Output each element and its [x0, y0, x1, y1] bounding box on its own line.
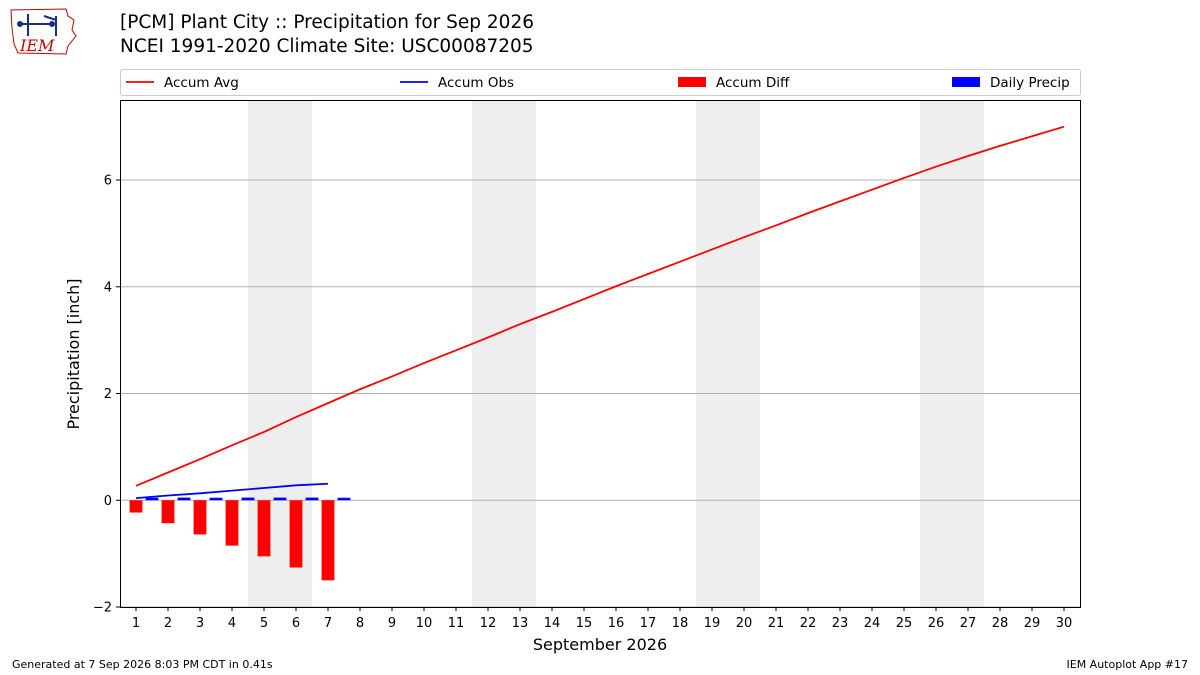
iem-logo: IEM	[10, 8, 77, 55]
x-tick-label: 1	[132, 616, 140, 631]
accum-diff-bar	[289, 500, 303, 568]
x-tick-label: 13	[512, 616, 529, 631]
iowa-state-outline	[10, 8, 77, 55]
x-tick-label: 24	[864, 616, 881, 631]
daily-precip-bar	[305, 497, 319, 501]
legend-box	[120, 69, 1081, 96]
x-tick-label: 28	[992, 616, 1009, 631]
x-tick-label: 29	[1024, 616, 1041, 631]
plot-frame	[120, 100, 1081, 608]
x-axis-label: September 2026	[533, 635, 667, 654]
daily-precip-bar	[177, 497, 191, 501]
accum-diff-bar	[321, 500, 335, 581]
accum-obs-line	[135, 482, 329, 500]
weekend-band	[920, 100, 984, 607]
legend-label-accum-diff: Accum Diff	[716, 75, 790, 91]
lines	[135, 125, 1065, 500]
daily-precip-bar	[145, 497, 159, 501]
weekend-band	[696, 100, 760, 607]
x-tick-label: 15	[576, 616, 593, 631]
y-tick-label: 0	[104, 494, 112, 509]
x-tick-label: 25	[896, 616, 913, 631]
accum-diff-bar	[257, 500, 271, 557]
x-tick-label: 14	[544, 616, 561, 631]
x-tick-label: 26	[928, 616, 945, 631]
x-tick-label: 7	[324, 616, 332, 631]
x-tick-label: 4	[228, 616, 236, 631]
weekend-band	[472, 100, 536, 607]
x-tick-label: 23	[832, 616, 849, 631]
x-tick-label: 6	[292, 616, 300, 631]
daily-precip-bar	[209, 497, 223, 501]
y-tick-label: 2	[104, 387, 112, 402]
chart-subtitle: NCEI 1991-2020 Climate Site: USC00087205	[120, 36, 534, 57]
legend-label-daily-precip: Daily Precip	[990, 75, 1070, 91]
x-tick-label: 10	[416, 616, 433, 631]
accum-diff-bar	[225, 500, 239, 546]
daily-precip-bar	[337, 497, 351, 501]
y-axis-label: Precipitation [inch]	[64, 278, 83, 429]
weekend-shading	[248, 100, 984, 607]
x-tick-label: 17	[640, 616, 657, 631]
x-tick-label: 9	[388, 616, 396, 631]
legend: Accum Avg Accum Obs Accum Diff Daily Precip	[120, 69, 1081, 96]
x-tick-label: 21	[768, 616, 785, 631]
x-tick-label: 16	[608, 616, 625, 631]
legend-swatch-accum-diff	[678, 77, 706, 87]
x-tick-label: 20	[736, 616, 753, 631]
x-tick-label: 5	[260, 616, 268, 631]
accum-diff-bar	[129, 500, 143, 513]
bars	[129, 497, 351, 581]
accum-diff-bar	[193, 500, 207, 535]
app-label: IEM Autoplot App #17	[1066, 658, 1189, 671]
y-tick-label: −2	[93, 601, 112, 616]
daily-precip-bar	[241, 497, 255, 501]
x-tick-label: 11	[448, 616, 465, 631]
generated-timestamp: Generated at 7 Sep 2026 8:03 PM CDT in 0…	[12, 658, 273, 671]
logo-text: IEM	[19, 36, 55, 55]
x-tick-label: 22	[800, 616, 817, 631]
y-tick-label: 6	[104, 174, 112, 189]
daily-precip-bar	[273, 497, 287, 501]
x-tick-label: 3	[196, 616, 204, 631]
y-tick-label: 4	[104, 280, 112, 295]
x-tick-label: 2	[164, 616, 172, 631]
chart-title: [PCM] Plant City :: Precipitation for Se…	[120, 12, 534, 33]
x-tick-label: 12	[480, 616, 497, 631]
x-tick-label: 19	[704, 616, 721, 631]
accum-avg-line	[135, 125, 1065, 487]
legend-label-accum-obs: Accum Obs	[438, 75, 514, 91]
weather-station-icon	[17, 14, 57, 36]
x-tick-label: 30	[1056, 616, 1073, 631]
legend-swatch-daily-precip	[952, 77, 980, 87]
legend-label-accum-avg: Accum Avg	[164, 75, 239, 91]
x-tick-label: 27	[960, 616, 977, 631]
x-ticks: 1 2 3 4 5 6 7 8 9 10 11 12 13 14 15 16 17 18 19 20 21 22 23 24 2…	[132, 607, 1072, 631]
x-tick-label: 8	[356, 616, 364, 631]
accum-diff-bar	[161, 500, 175, 524]
y-ticks: −2 0 2 4 6	[93, 174, 120, 616]
x-tick-label: 18	[672, 616, 689, 631]
